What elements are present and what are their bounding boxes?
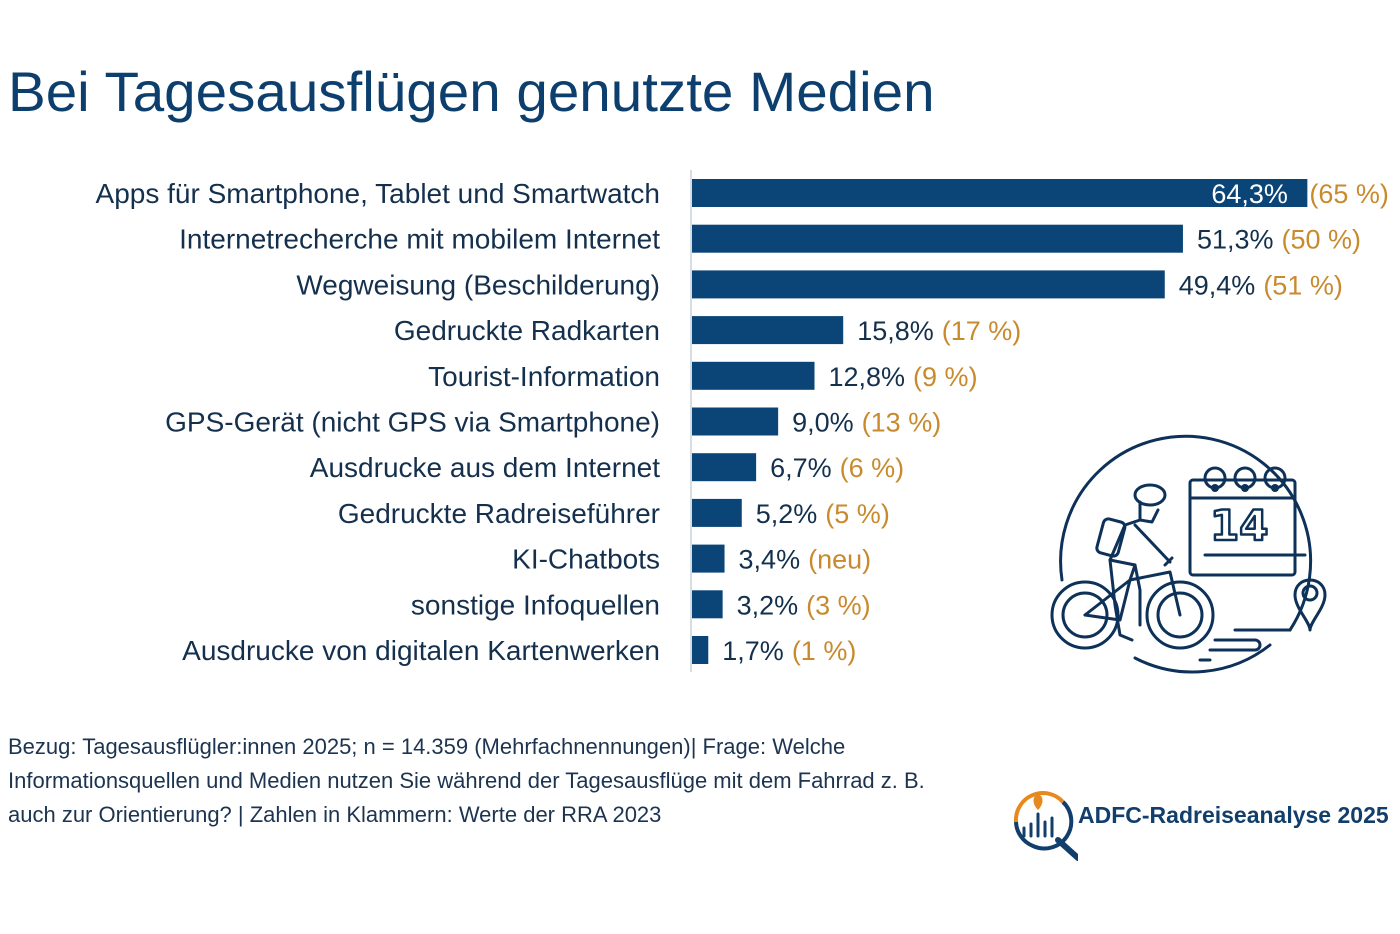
adfc-logo: ADFC-Radreiseanalyse 2025	[1008, 784, 1400, 864]
category-label: Internetrecherche mit mobilem Internet	[179, 224, 660, 255]
category-label: sonstige Infoquellen	[411, 589, 660, 620]
category-label: Wegweisung (Beschilderung)	[296, 269, 660, 300]
value-label: 1,7%	[722, 636, 784, 666]
category-label: GPS-Gerät (nicht GPS via Smartphone)	[165, 407, 660, 438]
value-label: 9,0%	[792, 408, 854, 438]
category-label: Ausdrucke von digitalen Kartenwerken	[182, 635, 660, 666]
bar	[692, 316, 844, 345]
value-label: 3,2%	[737, 590, 799, 620]
circle-frame-icon	[1059, 434, 1313, 674]
value-label: 5,2%	[756, 499, 818, 529]
bar	[692, 407, 779, 436]
previous-value-label: (17 %)	[942, 316, 1022, 346]
bar	[692, 498, 742, 527]
previous-value-label: (neu)	[808, 545, 871, 575]
bar	[692, 179, 1308, 207]
calendar-day: 14	[1210, 501, 1268, 550]
bar	[692, 361, 815, 390]
previous-value-label: (50 %)	[1282, 225, 1362, 255]
value-label: 49,4%	[1179, 270, 1256, 300]
value-label: 15,8%	[857, 316, 934, 346]
speed-lines-icon	[1198, 628, 1292, 662]
cyclist-icon	[1050, 483, 1215, 650]
previous-value-label: (65 %)	[1309, 179, 1389, 209]
value-label: 64,3%	[1211, 179, 1288, 209]
category-label: Gedruckte Radreiseführer	[338, 498, 660, 529]
previous-value-label: (1 %)	[792, 636, 857, 666]
value-label: 3,4%	[739, 545, 801, 575]
previous-value-label: (5 %)	[825, 499, 890, 529]
category-label: Tourist-Information	[428, 361, 660, 392]
previous-value-label: (51 %)	[1263, 270, 1343, 300]
previous-value-label: (9 %)	[913, 362, 978, 392]
logo-text: ADFC-Radreiseanalyse 2025	[1078, 802, 1389, 828]
cyclist-calendar-illustration: 14	[1040, 430, 1340, 680]
category-label: KI-Chatbots	[512, 544, 660, 575]
bar	[692, 453, 757, 482]
value-label: 6,7%	[770, 453, 832, 483]
category-label: Gedruckte Radkarten	[394, 315, 660, 346]
chart-title: Bei Tagesausflügen genutzte Medien	[8, 60, 935, 123]
bar	[692, 590, 723, 619]
bar	[692, 224, 1183, 253]
category-label: Ausdrucke aus dem Internet	[310, 452, 660, 483]
previous-value-label: (13 %)	[862, 408, 942, 438]
magnifier-chart-icon	[1013, 791, 1081, 861]
bar	[692, 270, 1165, 299]
bar	[692, 636, 709, 664]
value-label: 51,3%	[1197, 225, 1274, 255]
calendar-icon: 14	[1188, 466, 1307, 577]
location-pin-icon	[1293, 578, 1327, 632]
previous-value-label: (3 %)	[806, 590, 871, 620]
value-label: 12,8%	[828, 362, 905, 392]
previous-value-label: (6 %)	[840, 453, 905, 483]
bar	[692, 544, 725, 573]
footnote: Bezug: Tagesausflügler:innen 2025; n = 1…	[8, 734, 925, 827]
category-label: Apps für Smartphone, Tablet und Smartwat…	[96, 178, 660, 209]
bar-chart: Apps für Smartphone, Tablet und Smartwat…	[96, 170, 1389, 672]
